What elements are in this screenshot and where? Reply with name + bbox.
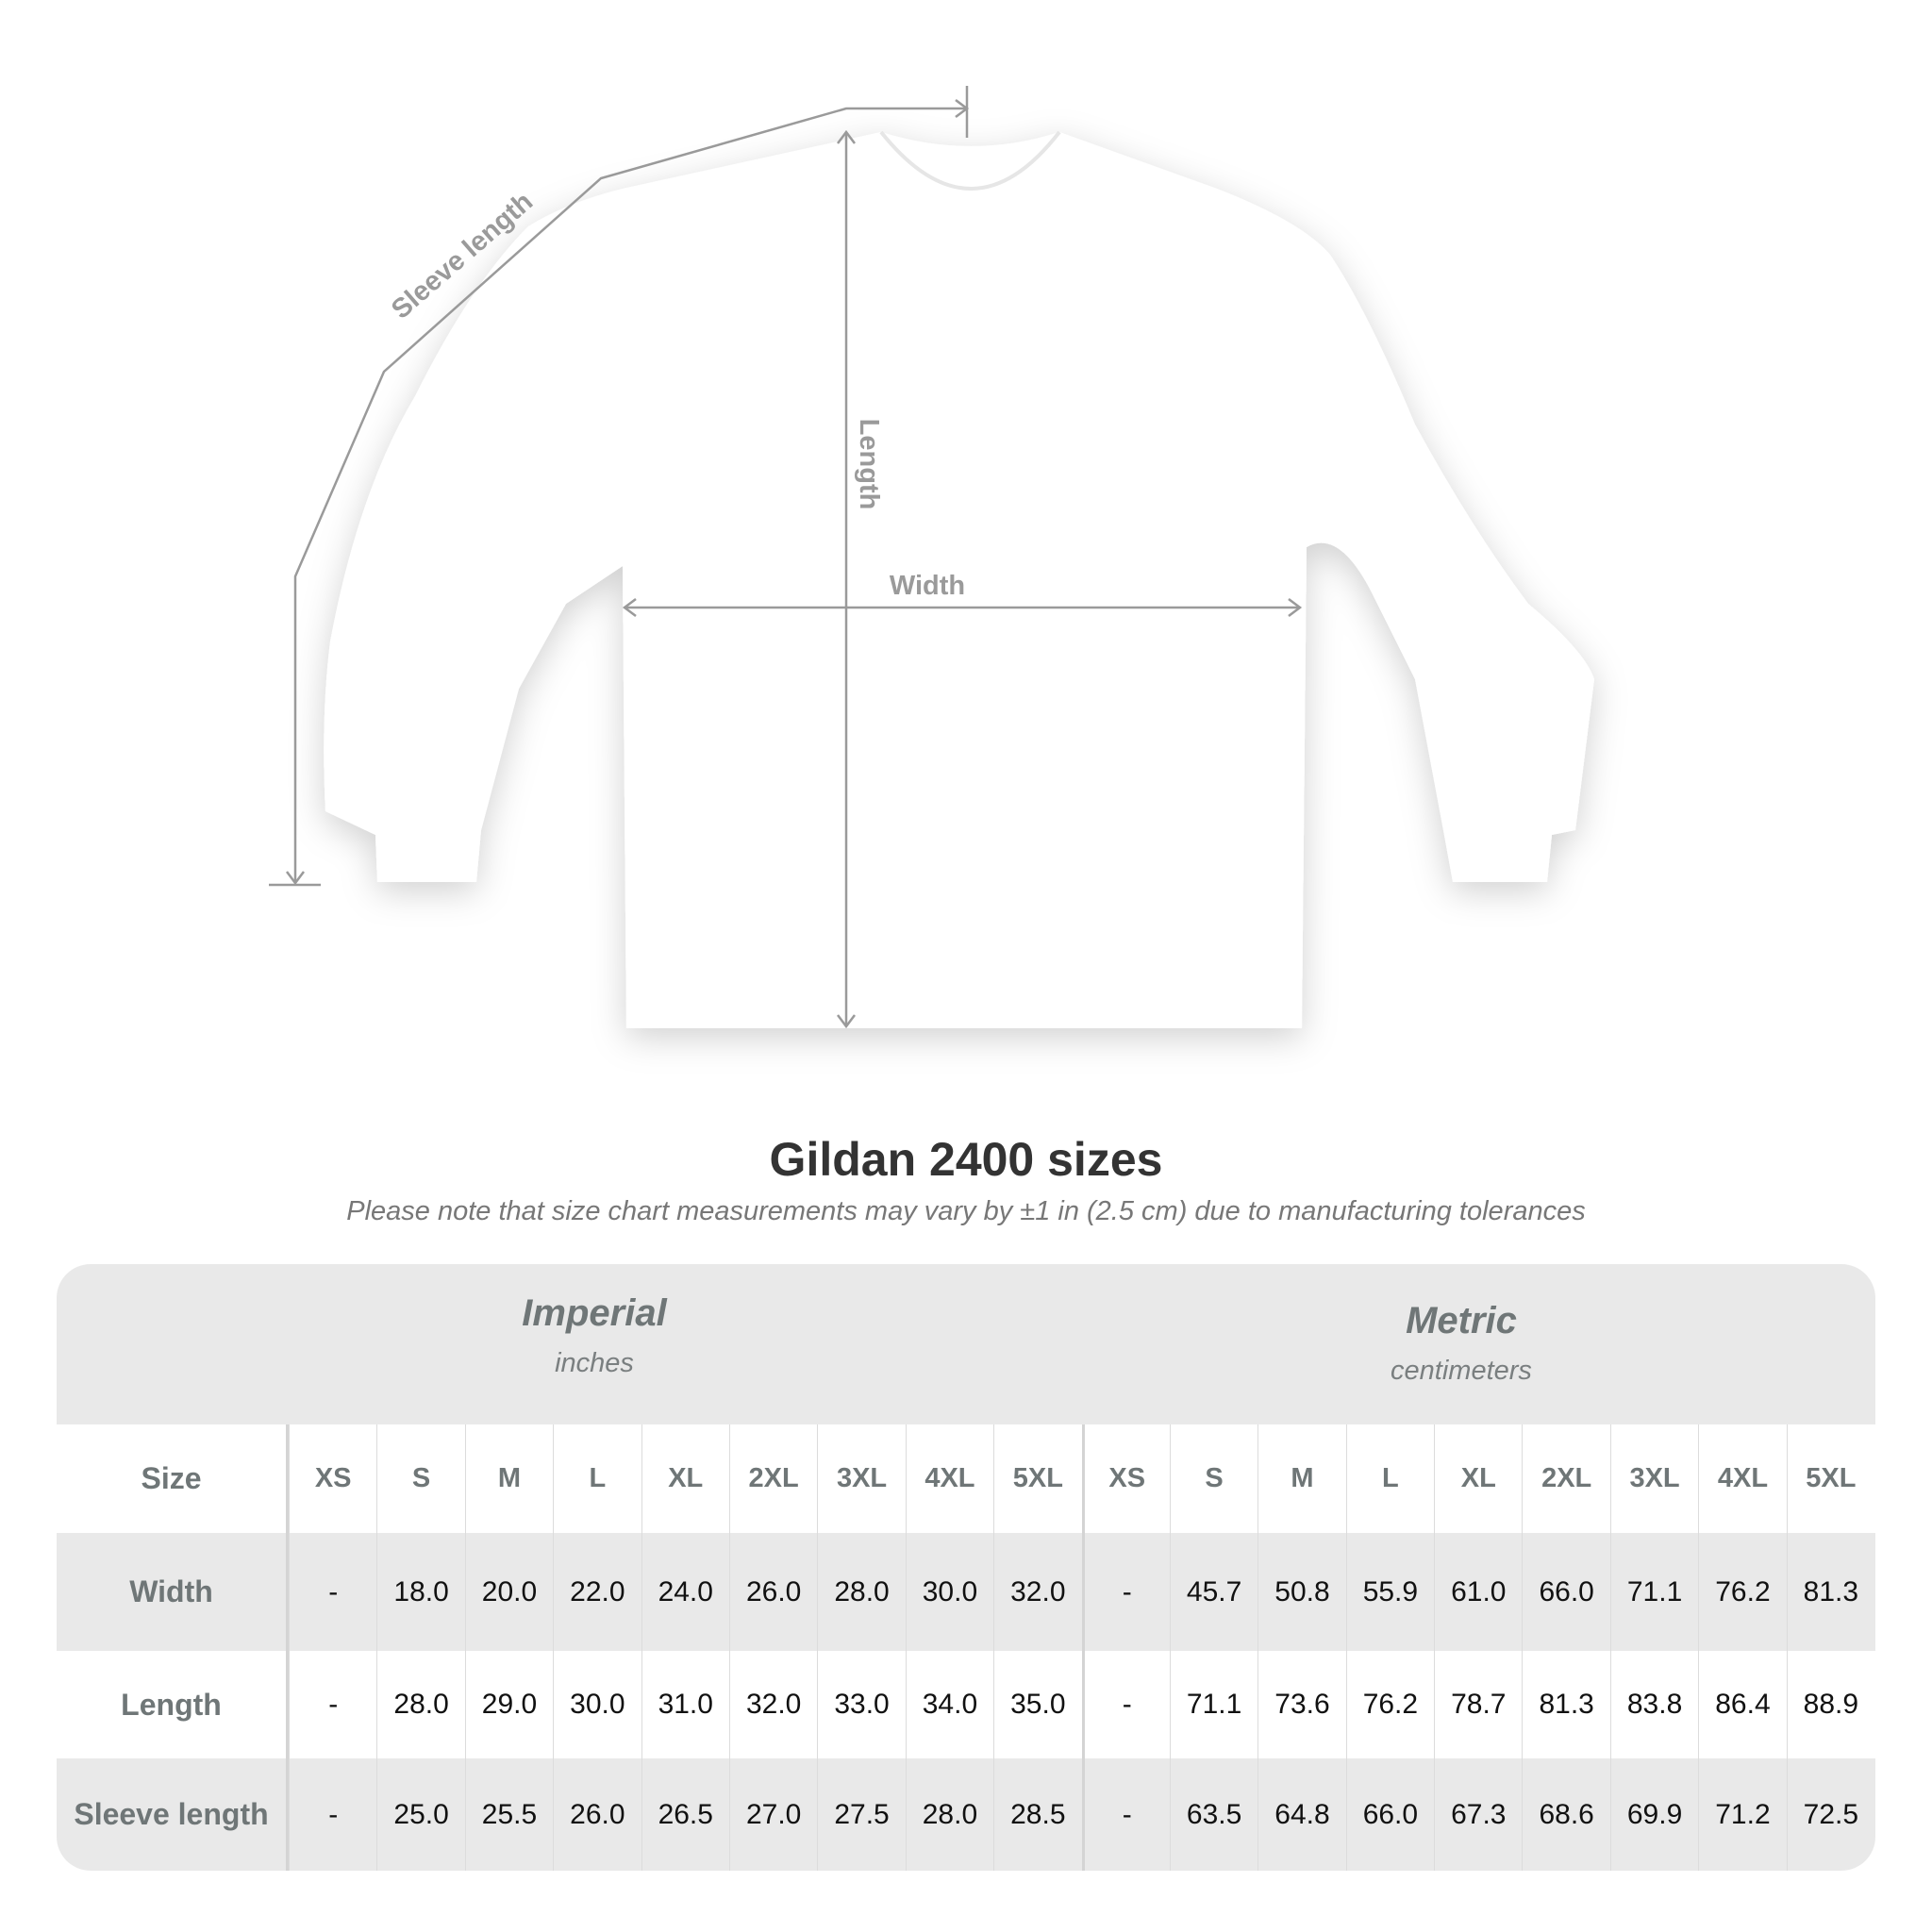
value-cell-imperial: 33.0 [817,1651,905,1758]
table-row: Length -28.0 29.0 30.0 31.0 32.0 33.0 34.0 35.0-… [57,1651,1875,1758]
value-cell-metric: - [1081,1651,1170,1758]
size-header-metric: XS [1081,1424,1170,1533]
size-header-metric: L [1345,1424,1434,1533]
value-cell-imperial: 22.0 [553,1533,641,1651]
size-table: Imperial inches Metric centimeters Size X… [57,1264,1875,1871]
imperial-title: Imperial [522,1292,667,1334]
sleeve-length-line [293,107,967,883]
size-header-imperial: XL [641,1424,729,1533]
value-cell-imperial: 32.0 [728,1651,817,1758]
value-cell-imperial: 30.0 [553,1651,641,1758]
value-cell-imperial: 27.5 [817,1758,905,1871]
value-cell-metric: 81.3 [1786,1533,1874,1651]
size-header-metric: 3XL [1609,1424,1698,1533]
size-header-metric: 2XL [1522,1424,1609,1533]
value-cell-metric: 64.8 [1257,1758,1345,1871]
table-row: Sleeve length -25.0 25.5 26.0 26.5 27.0 27.5 28… [57,1758,1875,1871]
length-label: Length [854,419,884,510]
row-label: Size [57,1424,289,1533]
value-cell-metric: 50.8 [1257,1533,1345,1651]
value-cell-metric: 81.3 [1522,1651,1609,1758]
value-cell-metric: 78.7 [1434,1651,1522,1758]
value-cell-metric: 67.3 [1434,1758,1522,1871]
size-header-imperial: L [553,1424,641,1533]
row-label: Width [57,1533,289,1651]
size-header-metric: 5XL [1786,1424,1874,1533]
value-cell-metric: 86.4 [1698,1651,1786,1758]
value-cell-metric: 76.2 [1345,1651,1434,1758]
size-header-imperial: 4XL [905,1424,993,1533]
value-cell-imperial: 28.0 [905,1758,993,1871]
size-header-imperial: M [464,1424,553,1533]
size-header-metric: 4XL [1698,1424,1786,1533]
size-header-metric: M [1257,1424,1345,1533]
value-cell-metric: 55.9 [1345,1533,1434,1651]
size-header-imperial: XS [289,1424,376,1533]
value-cell-imperial: 20.0 [464,1533,553,1651]
metric-unit: centimeters [1391,1356,1532,1386]
value-cell-metric: 61.0 [1434,1533,1522,1651]
value-cell-metric: 73.6 [1257,1651,1345,1758]
measurement-lines [269,86,1303,1029]
value-cell-imperial: 26.5 [641,1758,729,1871]
imperial-header: Imperial inches [264,1292,924,1379]
value-cell-imperial: 26.0 [553,1758,641,1871]
value-cell-metric: 72.5 [1786,1758,1874,1871]
metric-title: Metric [1406,1300,1517,1341]
value-cell-metric: 68.6 [1522,1758,1609,1871]
value-cell-metric: - [1081,1758,1170,1871]
tolerance-note: Please note that size chart measurements… [346,1196,1586,1226]
value-cell-imperial: - [289,1758,376,1871]
collar [879,130,1061,191]
shirt-diagram: Sleeve length Length Width [269,86,1594,1029]
size-header-metric: S [1169,1424,1257,1533]
long-sleeve-shirt [324,132,1594,1028]
value-cell-imperial: 25.5 [464,1758,553,1871]
imperial-unit: inches [555,1348,634,1378]
value-cell-imperial: 27.0 [728,1758,817,1871]
value-cell-metric: 71.1 [1169,1651,1257,1758]
value-cell-imperial: 28.0 [376,1651,464,1758]
value-cell-metric: 66.0 [1522,1533,1609,1651]
row-label: Sleeve length [57,1758,289,1871]
width-label: Width [890,571,965,601]
value-cell-metric: 88.9 [1786,1651,1874,1758]
value-cell-imperial: 26.0 [728,1533,817,1651]
value-cell-imperial: 28.0 [817,1533,905,1651]
value-cell-metric: 76.2 [1698,1533,1786,1651]
size-header-metric: XL [1434,1424,1522,1533]
size-header-imperial: S [376,1424,464,1533]
page-title: Gildan 2400 sizes [769,1133,1163,1186]
value-cell-metric: 45.7 [1169,1533,1257,1651]
value-cell-imperial: 34.0 [905,1651,993,1758]
value-cell-imperial: 30.0 [905,1533,993,1651]
value-cell-metric: 83.8 [1609,1651,1698,1758]
table-row: Width -18.0 20.0 22.0 24.0 26.0 28.0 30.0 32.0-4… [57,1533,1875,1651]
row-label: Length [57,1651,289,1758]
value-cell-imperial: 18.0 [376,1533,464,1651]
value-cell-imperial: 24.0 [641,1533,729,1651]
metric-header: Metric centimeters [1131,1300,1791,1387]
value-cell-imperial: 35.0 [993,1651,1081,1758]
value-cell-metric: 66.0 [1345,1758,1434,1871]
size-header-imperial: 3XL [817,1424,905,1533]
value-cell-metric: 69.9 [1609,1758,1698,1871]
size-header-imperial: 5XL [993,1424,1081,1533]
value-cell-imperial: 25.0 [376,1758,464,1871]
value-cell-metric: - [1081,1533,1170,1651]
value-cell-metric: 63.5 [1169,1758,1257,1871]
value-cell-imperial: - [289,1651,376,1758]
value-cell-metric: 71.1 [1609,1533,1698,1651]
value-cell-imperial: 32.0 [993,1533,1081,1651]
value-cell-imperial: 31.0 [641,1651,729,1758]
value-cell-imperial: 29.0 [464,1651,553,1758]
value-cell-imperial: - [289,1533,376,1651]
size-header-row: Size XS S M L XL 2XL 3XL 4XL 5XL XS S M L XL 2XL 3XL 4XL 5… [57,1424,1875,1533]
value-cell-imperial: 28.5 [993,1758,1081,1871]
value-cell-metric: 71.2 [1698,1758,1786,1871]
size-header-imperial: 2XL [728,1424,817,1533]
